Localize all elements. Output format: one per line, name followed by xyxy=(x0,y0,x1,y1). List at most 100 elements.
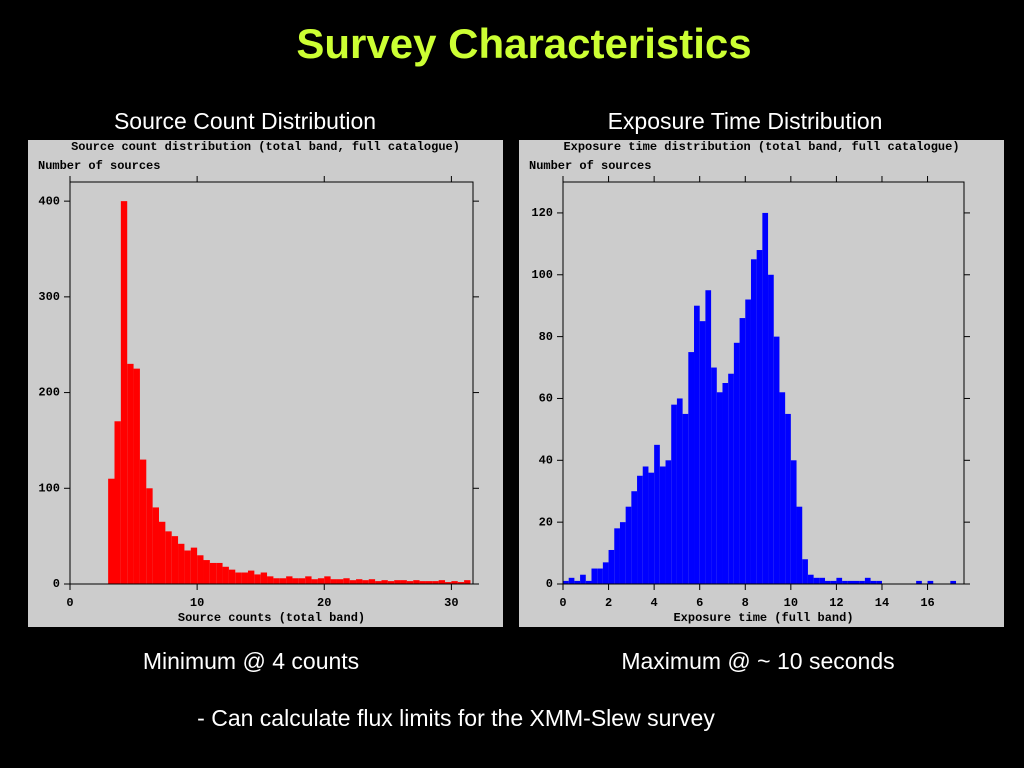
bar xyxy=(631,491,638,584)
bar xyxy=(254,574,261,584)
bar xyxy=(716,392,723,584)
bar xyxy=(591,568,598,584)
bar xyxy=(705,290,712,584)
bar xyxy=(859,580,865,584)
bar xyxy=(574,580,581,584)
y-tick-label: 100 xyxy=(531,268,553,282)
y-tick-label: 0 xyxy=(53,577,60,591)
bar xyxy=(197,555,204,584)
bar xyxy=(324,576,331,584)
bar xyxy=(247,570,255,584)
bar xyxy=(203,560,210,584)
bar xyxy=(425,581,433,584)
bar xyxy=(228,569,236,584)
bar xyxy=(847,580,854,584)
bar xyxy=(152,507,159,584)
bar xyxy=(580,574,586,584)
bar xyxy=(158,521,166,584)
bar xyxy=(676,398,683,584)
bar xyxy=(807,574,814,584)
bar xyxy=(375,581,382,584)
bar xyxy=(563,580,569,584)
bar xyxy=(773,336,780,584)
bar xyxy=(864,577,871,584)
bar xyxy=(819,577,826,584)
plot-frame xyxy=(69,181,474,585)
bar xyxy=(178,543,185,584)
chart-heading: Source Count Distribution xyxy=(114,108,376,134)
plot-frame xyxy=(562,181,965,585)
bar xyxy=(362,580,369,584)
bar xyxy=(222,566,229,584)
bar xyxy=(216,562,223,584)
bar xyxy=(336,579,344,584)
y-tick-label: 80 xyxy=(539,330,553,344)
bar xyxy=(457,582,465,584)
bar xyxy=(394,580,401,584)
bar xyxy=(756,250,763,584)
bar xyxy=(813,577,820,584)
chart-title: Source count distribution (total band, f… xyxy=(71,140,460,154)
bar xyxy=(665,460,672,584)
bar xyxy=(927,580,934,584)
bar xyxy=(642,466,649,584)
bar xyxy=(870,580,877,584)
bar xyxy=(625,506,632,584)
bar xyxy=(637,475,643,584)
bar xyxy=(438,580,446,584)
panel xyxy=(28,140,503,627)
bar xyxy=(711,367,717,584)
bar xyxy=(671,404,677,584)
bar xyxy=(796,506,803,584)
slide-title: Survey Characteristics xyxy=(296,20,751,67)
bar xyxy=(356,579,363,584)
bar xyxy=(413,580,420,584)
bar xyxy=(836,577,843,584)
bar xyxy=(694,305,700,584)
bar xyxy=(305,576,312,584)
bullet: - Can calculate flux limits for the XMM-… xyxy=(197,705,715,731)
bar xyxy=(267,576,274,584)
bar xyxy=(171,536,179,584)
bar xyxy=(190,547,198,584)
bar xyxy=(619,522,626,584)
bar xyxy=(733,342,740,584)
bar xyxy=(114,421,121,584)
bar xyxy=(419,581,426,584)
bar xyxy=(120,201,128,584)
y-tick-label: 120 xyxy=(531,206,553,220)
bar xyxy=(876,580,882,584)
bar xyxy=(722,383,729,584)
bar xyxy=(330,579,337,584)
chart-title: Exposure time distribution (total band, … xyxy=(563,140,959,154)
bar xyxy=(614,528,620,584)
y-axis-label: Number of sources xyxy=(38,159,160,173)
x-tick-label: 2 xyxy=(605,596,612,610)
bar xyxy=(830,580,837,584)
bar xyxy=(916,580,922,584)
caption: Maximum @ ~ 10 seconds xyxy=(621,648,894,674)
bar xyxy=(139,459,147,584)
bar xyxy=(825,580,831,584)
x-tick-label: 10 xyxy=(190,596,204,610)
x-tick-label: 16 xyxy=(920,596,934,610)
bar xyxy=(790,460,797,584)
x-tick-label: 14 xyxy=(875,596,889,610)
bar xyxy=(406,581,414,584)
bar xyxy=(317,578,325,584)
y-tick-label: 400 xyxy=(38,194,60,208)
bar xyxy=(400,580,407,584)
bar xyxy=(343,578,350,584)
x-axis-label: Exposure time (full band) xyxy=(673,611,853,625)
y-tick-label: 100 xyxy=(38,481,60,495)
bar xyxy=(648,472,655,584)
bar xyxy=(184,550,191,584)
bar xyxy=(682,413,689,584)
bar xyxy=(950,580,957,584)
bar xyxy=(387,581,395,584)
bar xyxy=(432,581,439,584)
bar xyxy=(568,577,575,584)
bar xyxy=(779,392,786,584)
bar xyxy=(608,549,615,584)
chart-heading: Exposure Time Distribution xyxy=(608,108,883,134)
